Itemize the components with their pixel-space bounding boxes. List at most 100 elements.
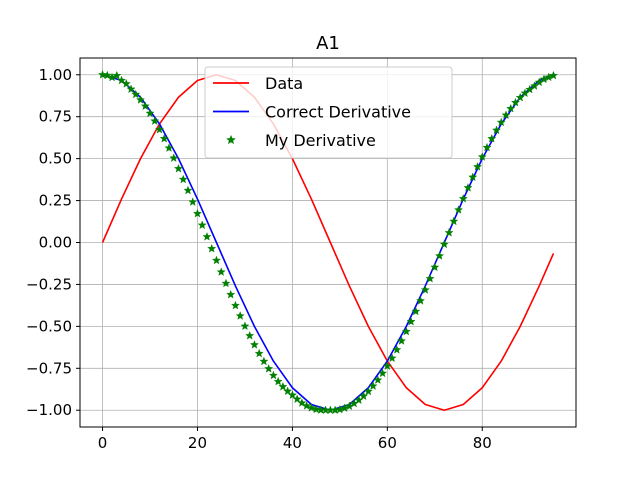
my-derivative-point bbox=[401, 326, 411, 336]
x-tick-label: 0 bbox=[98, 434, 108, 452]
my-derivative-point bbox=[192, 208, 202, 218]
my-derivative-point bbox=[548, 70, 558, 80]
my-derivative-point bbox=[211, 255, 221, 265]
my-derivative-point bbox=[245, 331, 255, 340]
chart-title: A1 bbox=[316, 33, 340, 54]
my-derivative-point bbox=[102, 70, 112, 80]
my-derivative-point bbox=[226, 289, 236, 299]
my-derivative-point bbox=[306, 403, 316, 412]
my-derivative-point bbox=[487, 133, 497, 143]
my-derivative-point bbox=[420, 285, 430, 294]
my-derivative-point bbox=[387, 353, 397, 363]
my-derivative-point bbox=[278, 381, 288, 391]
my-derivative-point bbox=[411, 306, 421, 316]
my-derivative-point bbox=[472, 162, 483, 171]
my-derivative-point bbox=[425, 273, 435, 283]
legend-box bbox=[204, 66, 453, 159]
my-derivative-point bbox=[287, 390, 297, 399]
data-line bbox=[101, 73, 555, 412]
my-derivative-point bbox=[392, 345, 402, 354]
y-tick-label: 0.75 bbox=[39, 108, 72, 126]
my-derivative-point bbox=[501, 110, 511, 120]
my-derivative-point bbox=[496, 117, 506, 127]
my-derivative-point bbox=[363, 386, 373, 396]
my-derivative-point bbox=[406, 316, 416, 326]
my-derivative-point bbox=[297, 398, 307, 407]
my-derivative-point bbox=[126, 84, 136, 94]
my-derivative-point bbox=[444, 228, 454, 237]
my-derivative-point bbox=[188, 197, 198, 206]
my-derivative-point bbox=[135, 95, 146, 104]
legend-label-my-derivative: My Derivative bbox=[265, 131, 376, 150]
my-derivative-point bbox=[397, 336, 407, 345]
x-tick-label: 20 bbox=[188, 434, 207, 452]
my-derivative-point bbox=[197, 220, 207, 230]
my-derivative-point bbox=[169, 153, 179, 162]
my-derivative-point bbox=[449, 216, 459, 226]
x-tick-label: 40 bbox=[283, 434, 302, 452]
my-derivative-point bbox=[173, 163, 184, 173]
my-derivative-point bbox=[454, 205, 464, 214]
y-tick-label: −1.00 bbox=[26, 401, 72, 419]
y-tick-label: −0.50 bbox=[26, 317, 72, 335]
my-derivative-point bbox=[98, 70, 108, 79]
my-derivative-point bbox=[254, 348, 264, 358]
legend-label-data: Data bbox=[265, 74, 303, 93]
my-derivative-point bbox=[183, 185, 193, 195]
y-tick-label: 1.00 bbox=[39, 66, 72, 84]
my-derivative-point bbox=[230, 300, 240, 310]
axis-ticks: 0 20 40 60 80 −1.00 −0.75 −0.50 −0.25 0.00 0.25 0.5… bbox=[26, 66, 492, 452]
legend-swatch-my-derivative bbox=[226, 134, 236, 145]
my-derivative-point bbox=[207, 243, 217, 253]
my-derivative-point bbox=[178, 174, 188, 184]
my-derivative-point bbox=[264, 364, 274, 373]
my-derivative-point bbox=[164, 143, 174, 152]
y-tick-label: 0.00 bbox=[39, 234, 72, 252]
my-derivative-point bbox=[292, 394, 302, 404]
my-derivative-point bbox=[259, 356, 269, 366]
my-derivative-point bbox=[378, 368, 388, 378]
x-tick-label: 80 bbox=[473, 434, 492, 452]
my-derivative-point bbox=[491, 125, 502, 135]
my-derivative-point bbox=[121, 79, 131, 88]
my-derivative-point bbox=[283, 386, 293, 396]
my-derivative-point bbox=[235, 311, 245, 320]
my-derivative-point bbox=[268, 370, 278, 380]
my-derivative-point bbox=[368, 381, 378, 390]
my-derivative-point bbox=[302, 401, 312, 410]
my-derivative-point bbox=[430, 262, 440, 272]
my-derivative-point bbox=[112, 70, 122, 80]
my-derivative-point bbox=[359, 391, 369, 400]
my-derivative-point bbox=[458, 193, 468, 203]
my-derivative-point bbox=[240, 321, 250, 331]
my-derivative-point bbox=[202, 232, 212, 241]
y-tick-label: −0.75 bbox=[26, 359, 72, 377]
my-derivative-point bbox=[159, 133, 169, 143]
my-derivative-point bbox=[416, 296, 426, 305]
my-derivative-point bbox=[439, 239, 449, 249]
my-derivative-point bbox=[249, 340, 259, 349]
my-derivative-markers bbox=[98, 70, 558, 415]
my-derivative-point bbox=[140, 101, 150, 110]
x-tick-label: 60 bbox=[378, 434, 397, 452]
my-derivative-point bbox=[221, 278, 231, 288]
my-derivative-point bbox=[482, 142, 492, 152]
plot-series bbox=[98, 70, 558, 415]
y-tick-label: 0.50 bbox=[39, 150, 72, 168]
my-derivative-point bbox=[373, 375, 383, 384]
my-derivative-point bbox=[435, 251, 445, 260]
my-derivative-point bbox=[150, 116, 160, 125]
my-derivative-point bbox=[145, 108, 155, 118]
my-derivative-point bbox=[382, 361, 392, 370]
my-derivative-point bbox=[477, 152, 487, 161]
my-derivative-point bbox=[117, 75, 127, 85]
y-tick-label: −0.25 bbox=[26, 275, 72, 293]
y-tick-label: 0.25 bbox=[39, 192, 72, 210]
legend-label-correct-derivative: Correct Derivative bbox=[265, 103, 411, 122]
my-derivative-point bbox=[216, 267, 226, 276]
my-derivative-point bbox=[154, 124, 165, 134]
my-derivative-point bbox=[131, 89, 141, 99]
my-derivative-point bbox=[273, 376, 283, 386]
my-derivative-point bbox=[463, 183, 473, 192]
